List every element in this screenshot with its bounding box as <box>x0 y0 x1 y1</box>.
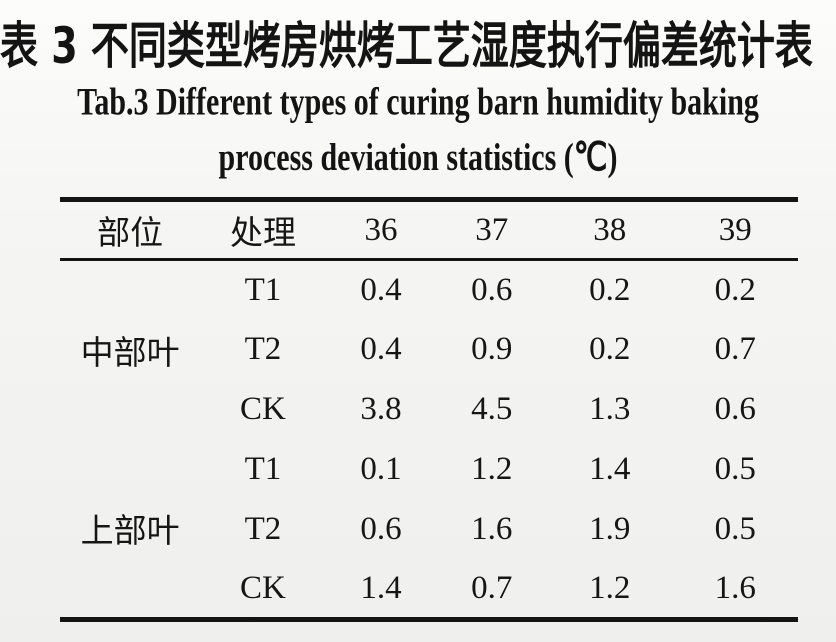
column-header-treatment: 处理 <box>200 199 326 261</box>
value-cell: 0.6 <box>714 391 756 427</box>
value-cell: 1.9 <box>589 511 631 547</box>
value-cell: 1.4 <box>589 451 631 487</box>
value-cell: 0.2 <box>714 271 756 308</box>
value-cell: 0.5 <box>714 451 756 487</box>
table-caption-english-line2: process deviation statistics (℃) <box>218 136 618 180</box>
value-cell: 0.7 <box>471 569 513 606</box>
value-cell: 1.6 <box>471 511 513 547</box>
treatment-cell: CK <box>240 569 286 606</box>
treatment-cell: T2 <box>244 331 282 367</box>
table-caption-chinese: 表 3 不同类型烤房烘烤工艺湿度执行偏差统计表（℃） <box>0 16 836 75</box>
value-cell: 0.4 <box>360 331 402 367</box>
table-row: CK 1.4 0.7 1.2 1.6 <box>60 560 798 620</box>
value-cell: 0.9 <box>471 331 513 367</box>
value-cell: 1.3 <box>589 391 631 427</box>
value-cell: 1.2 <box>589 569 631 606</box>
table-row: 上部叶 T1 0.1 1.2 1.4 0.5 <box>60 440 798 550</box>
value-cell: 1.6 <box>714 569 756 606</box>
table-row: 中部叶 T1 0.4 0.6 0.2 0.2 <box>60 260 798 373</box>
group-label-middle-leaves: 中部叶 <box>80 336 180 373</box>
column-header-38: 38 <box>547 199 673 261</box>
table-row: T2 0.6 1.6 1.9 0.5 <box>60 500 798 560</box>
table-row: T2 0.4 0.9 0.2 0.7 <box>60 320 798 380</box>
value-cell: 0.4 <box>360 271 402 308</box>
treatment-cell: T2 <box>244 511 282 547</box>
value-cell: 4.5 <box>471 391 513 427</box>
group-label-upper-leaves: 上部叶 <box>80 514 180 551</box>
treatment-cell: T1 <box>244 271 282 308</box>
value-cell: 3.8 <box>360 391 402 427</box>
column-header-37: 37 <box>436 199 548 261</box>
table-caption-english: Tab.3 Different types of curing barn hum… <box>0 74 836 186</box>
table-row: CK 3.8 4.5 1.3 0.6 <box>60 380 798 440</box>
value-cell: 0.7 <box>714 331 756 367</box>
header-row: 部位 处理 36 37 38 39 <box>60 199 798 261</box>
column-header-position: 部位 <box>60 199 201 261</box>
column-header-36: 36 <box>325 199 437 261</box>
treatment-cell: T1 <box>244 451 282 487</box>
value-cell: 0.2 <box>589 331 631 367</box>
column-header-39: 39 <box>672 199 798 261</box>
value-cell: 0.6 <box>471 271 513 308</box>
deviation-table: 部位 处理 36 37 38 39 中部叶 T1 0.4 0.6 0.2 0.2… <box>60 197 798 622</box>
table-caption-english-line1: Tab.3 Different types of curing barn hum… <box>77 80 759 124</box>
value-cell: 0.1 <box>360 451 402 487</box>
value-cell: 0.6 <box>360 511 402 547</box>
value-cell: 0.2 <box>589 271 631 308</box>
value-cell: 0.5 <box>714 511 756 547</box>
value-cell: 1.4 <box>360 569 402 606</box>
value-cell: 1.2 <box>471 451 513 487</box>
treatment-cell: CK <box>240 391 286 427</box>
